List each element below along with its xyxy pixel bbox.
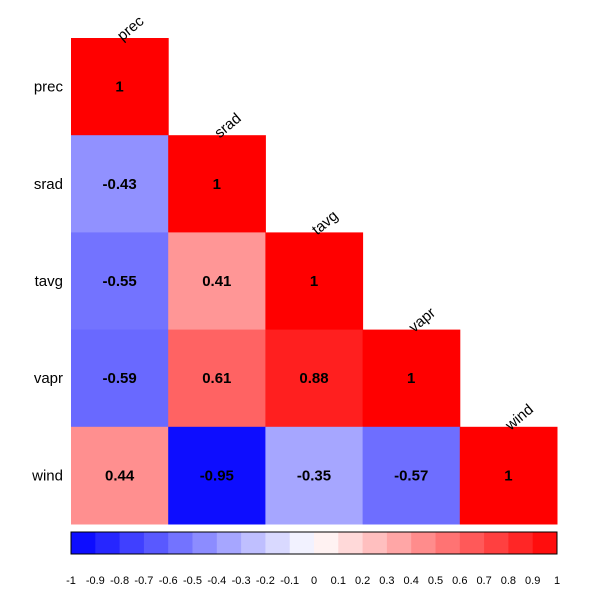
colorbar-segment xyxy=(459,532,485,554)
colorbar-tick-label: 0.7 xyxy=(476,575,491,587)
colorbar-segment xyxy=(435,532,461,554)
row-label-wind: wind xyxy=(31,467,63,484)
colorbar-tick-label: 0 xyxy=(311,575,317,587)
heatmap-cell-srad-srad xyxy=(168,135,266,233)
cell-value-label: -0.43 xyxy=(102,176,136,193)
colorbar-segment xyxy=(143,532,169,554)
heatmap-cell-tavg-srad xyxy=(168,232,266,331)
colorbar-segment xyxy=(119,532,145,554)
colorbar-segment xyxy=(314,532,339,554)
cell-value-label: 1 xyxy=(407,370,415,387)
heatmap-cell-vapr-srad xyxy=(168,329,266,428)
cell-value-label: -0.35 xyxy=(297,467,331,484)
heatmap-cell-wind-vapr xyxy=(362,426,461,525)
heatmap-cell-srad-prec xyxy=(71,135,169,233)
heatmap-cell-vapr-vapr xyxy=(362,329,461,428)
heatmap-cell-tavg-prec xyxy=(71,232,169,331)
colorbar-segment xyxy=(265,532,291,554)
colorbar-segment xyxy=(484,532,509,554)
row-label-srad: srad xyxy=(34,176,63,193)
colorbar-tick-label: 0.4 xyxy=(404,575,419,587)
colorbar-tick-label: -1 xyxy=(66,575,76,587)
colorbar-tick-label: -0.3 xyxy=(232,575,251,587)
heatmap-cell-tavg-tavg xyxy=(265,232,364,331)
heatmap-cell-prec-prec xyxy=(71,38,169,136)
cell-value-label: 0.41 xyxy=(202,273,231,290)
colorbar-segment xyxy=(362,532,388,554)
heatmap-cell-wind-srad xyxy=(168,426,266,525)
colorbar-tick-label: -0.7 xyxy=(134,575,153,587)
row-label-tavg: tavg xyxy=(35,273,63,290)
cell-value-label: 1 xyxy=(310,273,318,290)
colorbar-segment xyxy=(338,532,363,554)
cell-value-label: 1 xyxy=(504,467,512,484)
colorbar-tick-label: 0.9 xyxy=(525,575,540,587)
heatmap-cell-wind-tavg xyxy=(265,426,364,525)
row-label-vapr: vapr xyxy=(34,370,63,387)
colorbar-segment xyxy=(192,532,218,554)
row-labels: prec srad tavg vapr wind xyxy=(31,79,63,485)
colorbar-tick-label: -0.9 xyxy=(86,575,105,587)
cell-value-label: 0.88 xyxy=(299,370,328,387)
colorbar-tick-label: 0.8 xyxy=(501,575,516,587)
colorbar-border xyxy=(70,531,558,555)
colorbar-segment xyxy=(386,532,412,554)
cell-value-label: 1 xyxy=(213,176,221,193)
heatmap-cell-vapr-prec xyxy=(71,329,169,428)
colorbar-segment xyxy=(508,532,534,554)
cell-value-label: 0.44 xyxy=(105,467,135,484)
heatmap-cells: 1 -0.43 1 -0.55 0.41 1 -0.59 0.61 0.88 1 0.44 -0.95… xyxy=(71,38,558,525)
cell-value-label: 1 xyxy=(115,79,123,96)
colorbar-tick-label: 0.1 xyxy=(331,575,346,587)
colorbar-tick-label: -0.2 xyxy=(256,575,275,587)
cell-value-label: -0.95 xyxy=(200,467,234,484)
colorbar-segment xyxy=(241,532,266,554)
colorbar-tick-label: 0.5 xyxy=(428,575,443,587)
colorbar-segment xyxy=(216,532,242,554)
row-label-prec: prec xyxy=(34,79,64,96)
colorbar-tick-label: -0.5 xyxy=(183,575,202,587)
colorbar-segment xyxy=(411,532,436,554)
colorbar-tick-label: -0.6 xyxy=(159,575,178,587)
colorbar-tick-label: 0.2 xyxy=(355,575,370,587)
heatmap-cell-wind-wind xyxy=(459,426,558,525)
heatmap-cell-vapr-tavg xyxy=(265,329,364,428)
colorbar-segment xyxy=(168,532,193,554)
cell-value-label: -0.57 xyxy=(394,467,428,484)
colorbar-segment xyxy=(95,532,120,554)
colorbar-tick-label: 0.6 xyxy=(452,575,467,587)
colorbar: -1 -0.9 -0.8 -0.7 -0.6 -0.5 -0.4 -0.3 -0.2 -0.1 0 0… xyxy=(66,531,560,587)
cell-value-label: -0.59 xyxy=(102,370,136,387)
colorbar-tick-label: -0.4 xyxy=(207,575,226,587)
colorbar-segment xyxy=(71,532,96,554)
colorbar-segment xyxy=(532,532,558,554)
heatmap-cell-wind-prec xyxy=(71,426,169,525)
colorbar-tick-label: 0.3 xyxy=(379,575,394,587)
colorbar-tick-label: -0.1 xyxy=(280,575,299,587)
colorbar-segment xyxy=(289,532,315,554)
colorbar-tick-label: 1 xyxy=(554,575,560,587)
cell-value-label: -0.55 xyxy=(102,273,136,290)
colorbar-tick-label: -0.8 xyxy=(110,575,129,587)
cell-value-label: 0.61 xyxy=(202,370,231,387)
